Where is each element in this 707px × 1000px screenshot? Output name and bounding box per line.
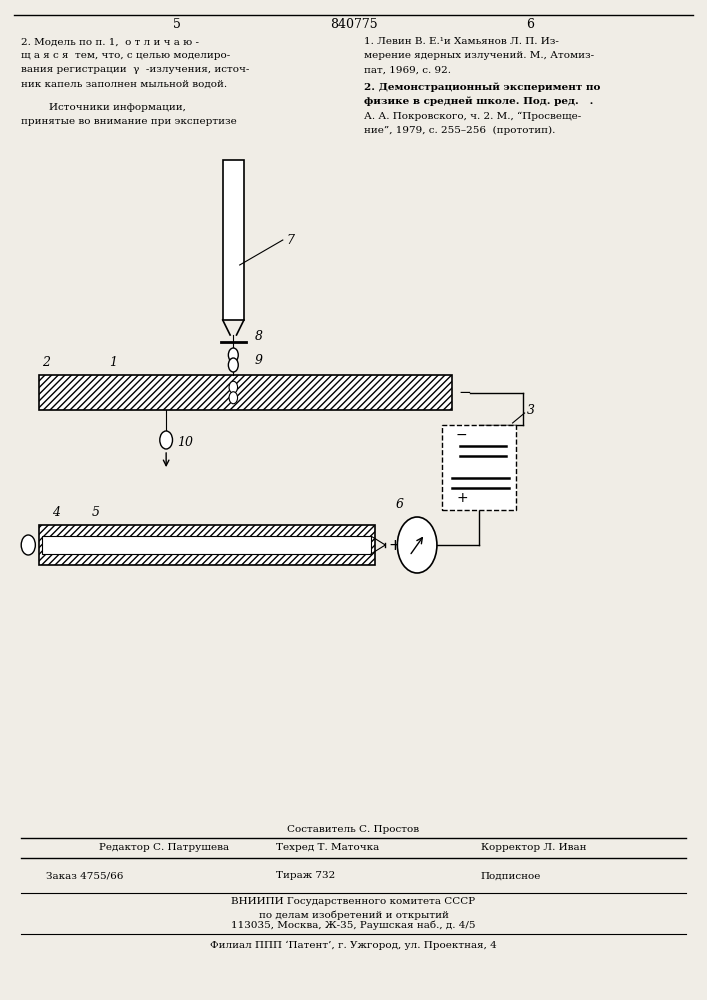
Text: 5: 5: [92, 506, 100, 520]
Text: 840775: 840775: [329, 18, 378, 31]
Text: +: +: [389, 538, 402, 552]
Text: 2. Демонстрационный эксперимент по: 2. Демонстрационный эксперимент по: [364, 82, 600, 92]
Circle shape: [229, 381, 238, 393]
Text: пат, 1969, с. 92.: пат, 1969, с. 92.: [364, 66, 451, 75]
Text: ВНИИПИ Государственного комитета СССР: ВНИИПИ Государственного комитета СССР: [231, 898, 476, 906]
Text: Тираж 732: Тираж 732: [276, 871, 335, 880]
Text: 6: 6: [526, 18, 534, 31]
Text: Редактор С. Патрушева: Редактор С. Патрушева: [99, 844, 229, 852]
Text: щ а я с я  тем, что, с целью моделиро-: щ а я с я тем, что, с целью моделиро-: [21, 51, 230, 60]
Text: Корректор Л. Иван: Корректор Л. Иван: [481, 844, 586, 852]
Text: ник капель заполнен мыльной водой.: ник капель заполнен мыльной водой.: [21, 80, 228, 89]
Circle shape: [228, 358, 238, 372]
Text: мерение ядерных излучений. М., Атомиз-: мерение ядерных излучений. М., Атомиз-: [364, 51, 594, 60]
Text: по делам изобретений и открытий: по делам изобретений и открытий: [259, 910, 448, 920]
Text: 3: 3: [527, 403, 534, 416]
Text: А. А. Покровского, ч. 2. М., “Просвеще-: А. А. Покровского, ч. 2. М., “Просвеще-: [364, 111, 581, 121]
Text: Подписное: Подписное: [481, 871, 541, 880]
Text: −: −: [456, 428, 467, 442]
Text: 2. Модель по п. 1,  о т л и ч а ю -: 2. Модель по п. 1, о т л и ч а ю -: [21, 37, 199, 46]
Text: Филиал ППП ‘Патент’, г. Ужгород, ул. Проектная, 4: Филиал ППП ‘Патент’, г. Ужгород, ул. Про…: [210, 940, 497, 950]
Text: 8: 8: [255, 330, 262, 344]
Circle shape: [228, 348, 238, 362]
Text: Техред Т. Маточка: Техред Т. Маточка: [276, 844, 379, 852]
Text: 7: 7: [286, 233, 294, 246]
Text: 1. Левин В. Е.¹и Хамьянов Л. П. Из-: 1. Левин В. Е.¹и Хамьянов Л. П. Из-: [364, 37, 559, 46]
Bar: [39, 375, 452, 410]
Bar: [223, 160, 244, 320]
Text: 5: 5: [173, 18, 181, 31]
Bar: [39, 525, 375, 565]
Text: 9: 9: [255, 354, 262, 366]
Text: 6: 6: [395, 498, 404, 511]
Text: −: −: [458, 385, 471, 400]
Text: 4: 4: [52, 506, 59, 520]
Text: физике в средней школе. Под. ред.   .: физике в средней школе. Под. ред. .: [364, 96, 593, 106]
Text: 2: 2: [42, 357, 50, 369]
Circle shape: [160, 431, 173, 449]
Text: Составитель С. Простов: Составитель С. Простов: [288, 826, 419, 834]
Text: 113035, Москва, Ж-35, Раушская наб., д. 4/5: 113035, Москва, Ж-35, Раушская наб., д. …: [231, 920, 476, 930]
Bar: [42, 536, 371, 554]
Circle shape: [21, 535, 35, 555]
Text: ние”, 1979, с. 255–256  (прототип).: ние”, 1979, с. 255–256 (прототип).: [364, 125, 556, 135]
Text: +: +: [456, 491, 467, 505]
Text: 1: 1: [110, 357, 117, 369]
Text: Источники информации,: Источники информации,: [49, 103, 187, 111]
Bar: [39, 525, 375, 565]
Text: вания регистрации  γ  -излучения, источ-: вания регистрации γ -излучения, источ-: [21, 66, 250, 75]
Text: принятые во внимание при экспертизе: принятые во внимание при экспертизе: [21, 116, 237, 125]
Circle shape: [397, 517, 437, 573]
Bar: [39, 375, 452, 410]
Text: Заказ 4755/66: Заказ 4755/66: [46, 871, 123, 880]
Text: 10: 10: [177, 436, 193, 450]
Bar: [442, 425, 516, 510]
Circle shape: [229, 392, 238, 404]
